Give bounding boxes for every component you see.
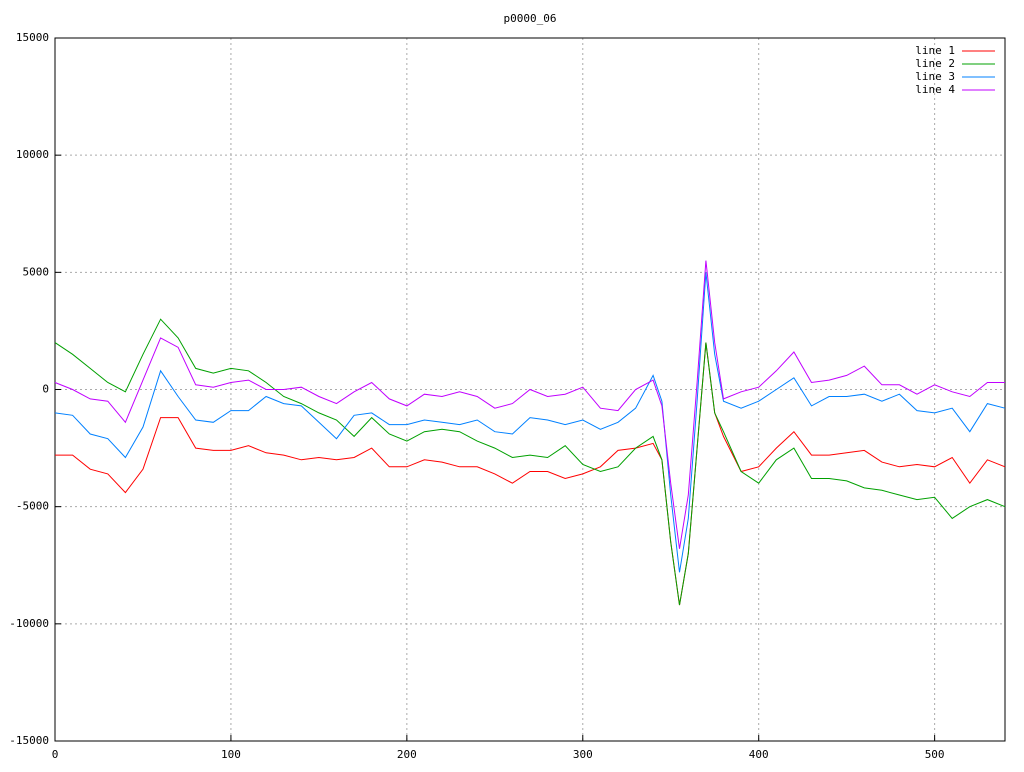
y-tick-label: 10000 bbox=[16, 148, 49, 161]
plot-frame bbox=[54, 37, 1006, 742]
legend-label: line 2 bbox=[915, 57, 955, 70]
x-tick-label: 100 bbox=[221, 748, 241, 761]
data-line bbox=[55, 342, 1006, 606]
y-tick-label: 15000 bbox=[16, 31, 49, 44]
x-tick-label: 300 bbox=[573, 748, 593, 761]
data-line bbox=[54, 272, 1006, 573]
legend-label: line 4 bbox=[915, 83, 955, 96]
y-tick-label: -10000 bbox=[9, 617, 49, 630]
y-tick-label: 5000 bbox=[23, 265, 50, 278]
chart-title: p0000_06 bbox=[504, 12, 557, 25]
x-tick-label: 0 bbox=[52, 748, 59, 761]
y-tick-label: -15000 bbox=[9, 734, 49, 747]
y-tick-label: -5000 bbox=[16, 500, 49, 513]
data-line bbox=[54, 318, 1006, 606]
x-tick-label: 200 bbox=[397, 748, 417, 761]
y-tick-label: 0 bbox=[42, 383, 49, 396]
legend-label: line 3 bbox=[915, 70, 955, 83]
x-tick-label: 500 bbox=[925, 748, 945, 761]
legend-label: line 1 bbox=[915, 44, 955, 57]
data-line bbox=[54, 260, 1005, 549]
x-tick-label: 400 bbox=[749, 748, 769, 761]
